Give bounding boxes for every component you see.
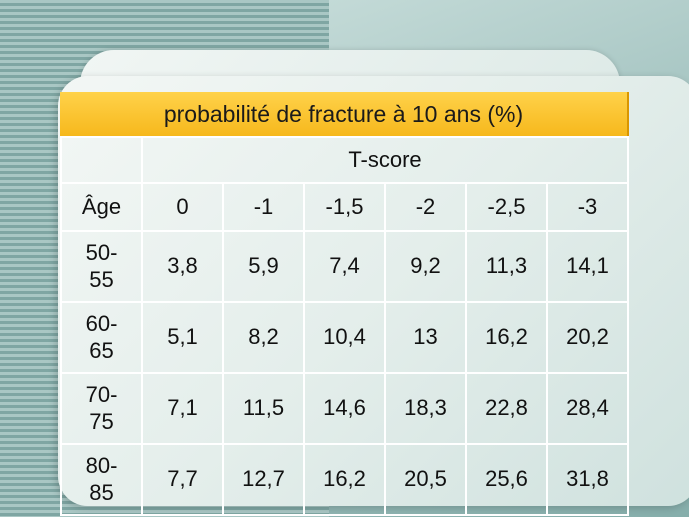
value-cell: 16,2: [303, 443, 386, 516]
column-header: 0: [141, 182, 224, 232]
table-row: 80- 85 7,7 12,7 16,2 20,5 25,6 31,8: [60, 443, 629, 516]
age-range-start: 50-: [85, 240, 118, 266]
age-range-end: 55: [89, 266, 114, 292]
age-cell: 80- 85: [60, 443, 143, 516]
age-range-end: 75: [89, 408, 114, 434]
age-header: Âge: [60, 182, 143, 232]
value-cell: 11,5: [222, 372, 305, 445]
value-cell: 25,6: [465, 443, 548, 516]
value-cell: 11,3: [465, 230, 548, 303]
value-cell: 20,2: [546, 301, 629, 374]
value-cell: 31,8: [546, 443, 629, 516]
value-cell: 5,1: [141, 301, 224, 374]
age-range-end: 85: [89, 479, 114, 505]
table-row: 60- 65 5,1 8,2 10,4 13 16,2 20,2: [60, 301, 629, 374]
column-header: -1,5: [303, 182, 386, 232]
value-cell: 18,3: [384, 372, 467, 445]
value-cell: 7,1: [141, 372, 224, 445]
value-cell: 3,8: [141, 230, 224, 303]
value-cell: 20,5: [384, 443, 467, 516]
value-cell: 10,4: [303, 301, 386, 374]
value-cell: 5,9: [222, 230, 305, 303]
age-range-start: 60-: [85, 311, 118, 337]
empty-corner-cell: [60, 136, 143, 184]
column-header: -3: [546, 182, 629, 232]
column-header: -2: [384, 182, 467, 232]
value-cell: 14,6: [303, 372, 386, 445]
table-title: probabilité de fracture à 10 ans (%): [60, 92, 629, 136]
table-row: 70- 75 7,1 11,5 14,6 18,3 22,8 28,4: [60, 372, 629, 445]
value-cell: 8,2: [222, 301, 305, 374]
column-header: -2,5: [465, 182, 548, 232]
age-range-start: 70-: [85, 382, 118, 408]
value-cell: 14,1: [546, 230, 629, 303]
value-cell: 13: [384, 301, 467, 374]
table-row: 50- 55 3,8 5,9 7,4 9,2 11,3 14,1: [60, 230, 629, 303]
age-cell: 70- 75: [60, 372, 143, 445]
age-cell: 50- 55: [60, 230, 143, 303]
column-header: -1: [222, 182, 305, 232]
age-cell: 60- 65: [60, 301, 143, 374]
tscore-group-header: T-score: [141, 136, 629, 184]
fracture-probability-table: T-score Âge 0 -1 -1,5 -2 -2,5 -3 50- 55 …: [60, 136, 629, 516]
value-cell: 7,7: [141, 443, 224, 516]
age-range-start: 80-: [85, 453, 118, 479]
value-cell: 7,4: [303, 230, 386, 303]
value-cell: 28,4: [546, 372, 629, 445]
value-cell: 22,8: [465, 372, 548, 445]
value-cell: 16,2: [465, 301, 548, 374]
age-range-end: 65: [89, 337, 114, 363]
value-cell: 12,7: [222, 443, 305, 516]
column-header-row: Âge 0 -1 -1,5 -2 -2,5 -3: [60, 182, 629, 232]
value-cell: 9,2: [384, 230, 467, 303]
